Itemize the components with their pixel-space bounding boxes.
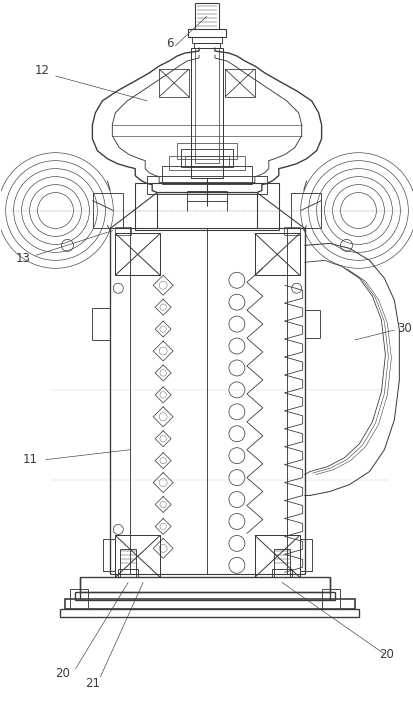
Text: 11: 11 [23,453,38,466]
Circle shape [159,523,166,530]
Bar [321,590,339,609]
Text: 12: 12 [35,65,50,78]
Bar [224,69,254,97]
Text: 30: 30 [396,321,411,334]
Text: 20: 20 [379,648,394,661]
Bar [159,69,189,97]
Bar [290,193,320,229]
Bar [135,183,278,230]
Bar [60,609,358,617]
Text: 13: 13 [15,252,30,265]
Circle shape [159,304,166,311]
Bar [188,29,225,37]
Circle shape [159,479,167,487]
Bar [271,569,291,577]
Circle shape [159,347,167,355]
Text: 6: 6 [166,37,173,50]
Bar [65,599,354,609]
Bar [194,43,219,48]
Circle shape [159,413,167,421]
Bar [103,539,115,572]
Bar [118,569,138,577]
Bar [283,227,299,235]
Bar [192,37,221,43]
Bar [273,549,289,577]
Bar [75,592,334,600]
Bar [254,536,299,577]
Circle shape [159,544,167,552]
Bar [115,234,160,275]
Text: 20: 20 [55,667,70,680]
Circle shape [159,326,166,332]
Bar [169,156,244,170]
Circle shape [159,436,166,442]
Bar [180,149,233,167]
Bar [190,48,223,178]
Circle shape [159,501,166,508]
Bar [115,227,131,235]
Bar [93,193,123,229]
Bar [162,165,251,183]
Bar [299,539,311,572]
Bar [120,549,136,577]
Bar [70,590,88,609]
Bar [195,48,218,162]
Circle shape [159,457,166,464]
Bar [177,143,236,159]
Bar [80,577,329,592]
Text: 21: 21 [85,677,100,690]
Bar [115,536,160,577]
Bar [254,234,299,275]
Circle shape [159,281,167,289]
Bar [185,156,228,165]
Circle shape [159,370,166,376]
Bar [147,175,266,193]
Circle shape [159,392,166,398]
